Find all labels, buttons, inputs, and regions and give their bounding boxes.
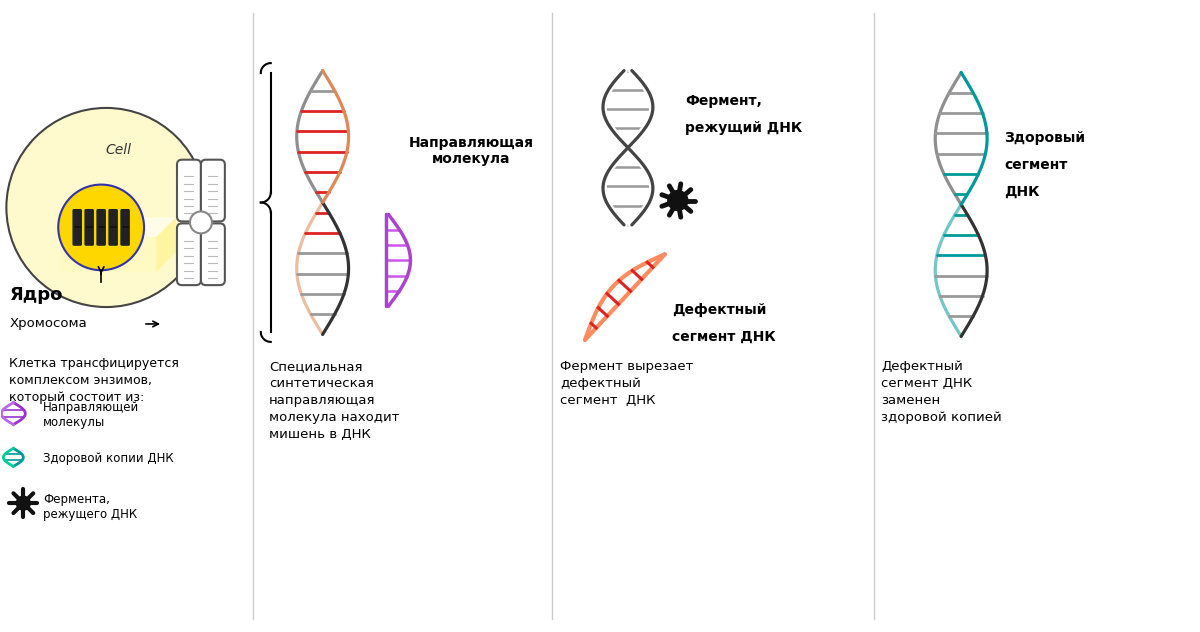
FancyBboxPatch shape xyxy=(176,223,200,285)
Text: Фермента,
режущего ДНК: Фермента, режущего ДНК xyxy=(43,493,138,521)
Text: Дефектный: Дефектный xyxy=(672,303,767,317)
Text: Специальная
синтетическая
направляющая
молекула находит
мишень в ДНК: Специальная синтетическая направляющая м… xyxy=(269,360,400,441)
Text: Направляющей
молекулы: Направляющей молекулы xyxy=(43,401,139,428)
Text: Хромосома: Хромосома xyxy=(10,317,88,331)
FancyBboxPatch shape xyxy=(120,209,130,246)
Circle shape xyxy=(6,108,206,307)
Text: Фермент,: Фермент, xyxy=(685,94,762,108)
FancyBboxPatch shape xyxy=(84,209,94,246)
FancyBboxPatch shape xyxy=(108,209,118,246)
Text: Здоровый: Здоровый xyxy=(1004,131,1085,145)
FancyBboxPatch shape xyxy=(176,160,200,221)
Text: Направляющая
молекула: Направляющая молекула xyxy=(408,136,534,166)
Polygon shape xyxy=(156,217,176,272)
Text: Cell: Cell xyxy=(106,143,131,157)
Polygon shape xyxy=(61,217,176,238)
FancyBboxPatch shape xyxy=(72,209,82,246)
Text: Фермент вырезает
дефектный
сегмент  ДНК: Фермент вырезает дефектный сегмент ДНК xyxy=(560,360,694,407)
Text: ДНК: ДНК xyxy=(1004,185,1039,198)
Circle shape xyxy=(59,185,144,270)
Text: сегмент ДНК: сегмент ДНК xyxy=(672,330,775,344)
Text: Дефектный
сегмент ДНК
заменен
здоровой копией: Дефектный сегмент ДНК заменен здоровой к… xyxy=(881,360,1002,424)
Text: режущий ДНК: режущий ДНК xyxy=(685,121,802,135)
Circle shape xyxy=(190,212,212,233)
Circle shape xyxy=(668,191,688,210)
Circle shape xyxy=(17,496,30,510)
Text: Клетка трансфицируется
комплексом энзимов,
который состоит из:: Клетка трансфицируется комплексом энзимо… xyxy=(10,357,179,404)
Text: сегмент: сегмент xyxy=(1004,157,1068,172)
Text: Здоровой копии ДНК: Здоровой копии ДНК xyxy=(43,452,174,465)
Text: Ядро: Ядро xyxy=(10,286,62,304)
FancyBboxPatch shape xyxy=(200,160,224,221)
FancyBboxPatch shape xyxy=(96,209,106,246)
FancyBboxPatch shape xyxy=(200,223,224,285)
Polygon shape xyxy=(61,238,156,272)
